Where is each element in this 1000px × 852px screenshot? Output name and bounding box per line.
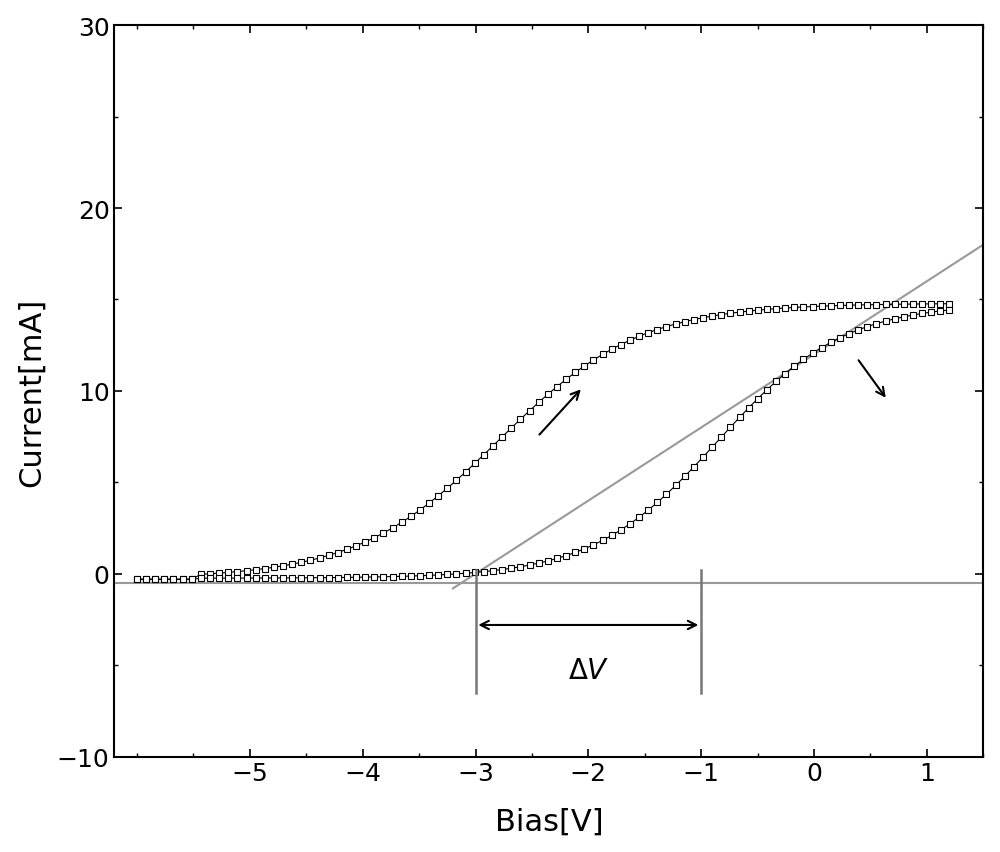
Y-axis label: Current[mA]: Current[mA] [17,297,46,486]
X-axis label: Bias[V]: Bias[V] [495,806,603,835]
Text: $\mathit{\Delta V}$: $\mathit{\Delta V}$ [568,656,609,684]
